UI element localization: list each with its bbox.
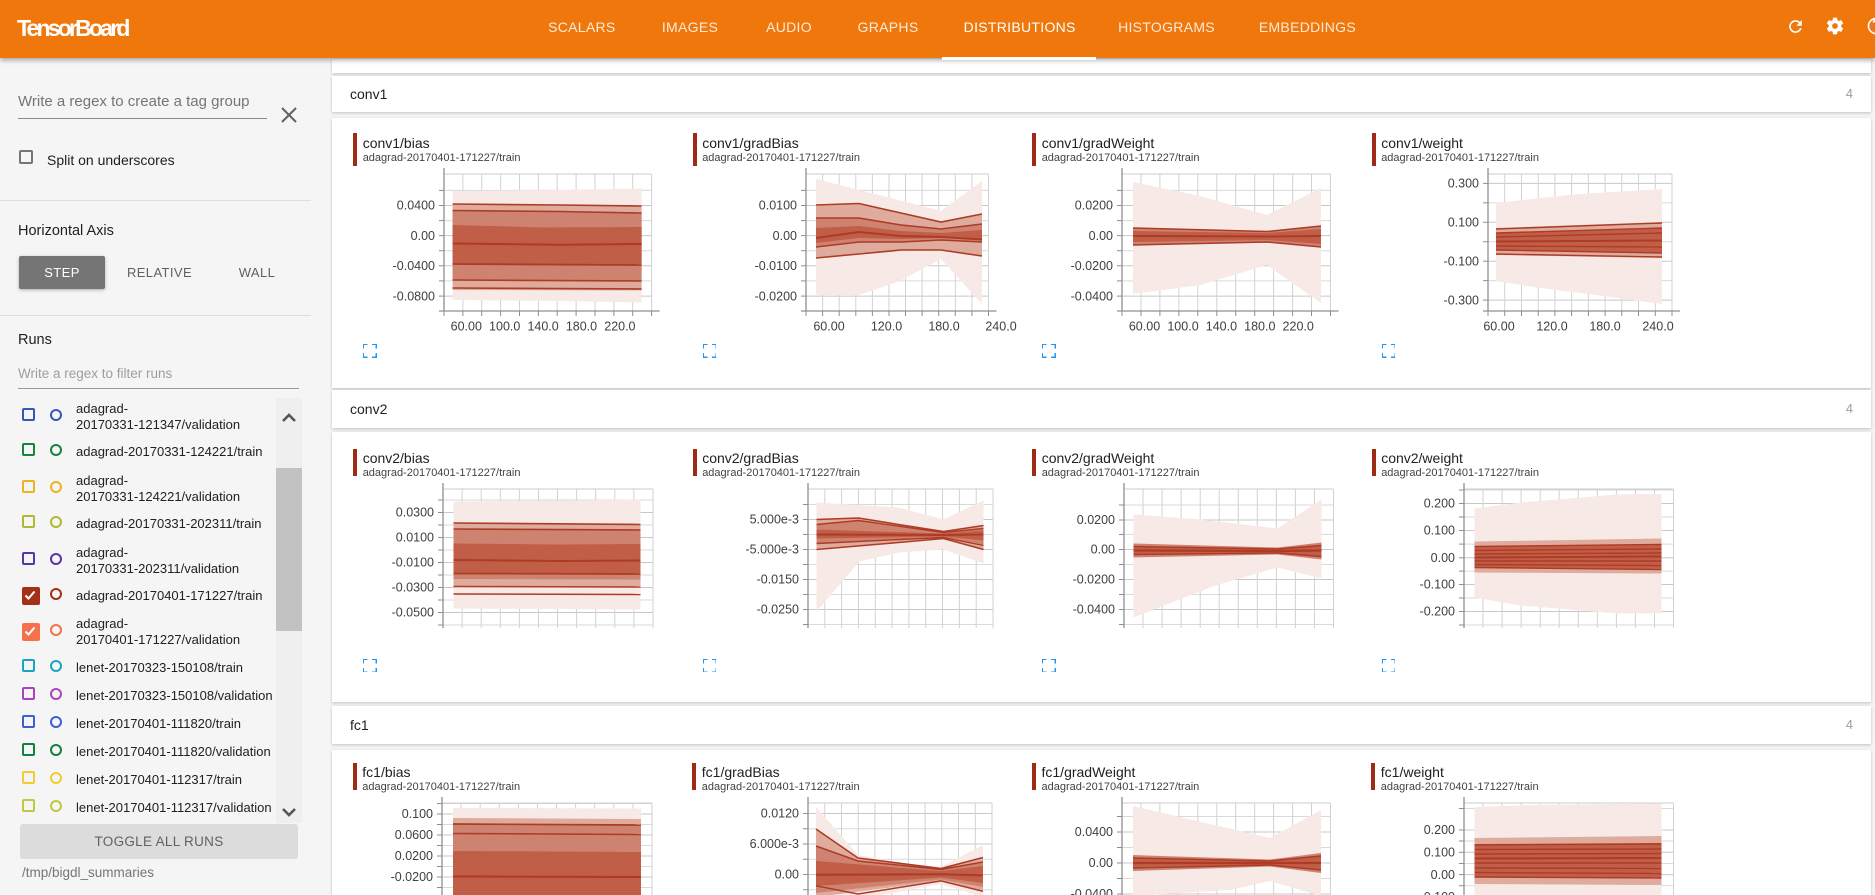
svg-text:0.0300: 0.0300 — [395, 505, 433, 519]
svg-text:0.00: 0.00 — [1430, 551, 1454, 565]
svg-text:120.0: 120.0 — [871, 320, 902, 334]
svg-text:60.00: 60.00 — [451, 319, 482, 333]
svg-text:0.0600: 0.0600 — [395, 828, 433, 842]
svg-text:-0.0250: -0.0250 — [756, 602, 798, 616]
svg-text:-0.0500: -0.0500 — [391, 605, 433, 619]
svg-text:-0.0400: -0.0400 — [1071, 289, 1113, 303]
svg-text:60.00: 60.00 — [1483, 320, 1514, 334]
svg-text:0.100: 0.100 — [1423, 846, 1454, 860]
svg-text:-0.200: -0.200 — [1419, 604, 1454, 618]
svg-text:0.0200: 0.0200 — [1076, 513, 1114, 527]
svg-text:-0.0200: -0.0200 — [1071, 259, 1113, 273]
svg-text:100.0: 100.0 — [489, 319, 520, 333]
svg-text:-0.0300: -0.0300 — [391, 580, 433, 594]
svg-text:0.00: 0.00 — [1090, 542, 1114, 556]
svg-text:-0.0200: -0.0200 — [1072, 572, 1114, 586]
svg-text:240.0: 240.0 — [985, 320, 1016, 334]
svg-text:-0.0100: -0.0100 — [391, 555, 433, 569]
svg-text:0.0200: 0.0200 — [1075, 199, 1113, 213]
svg-text:180.0: 180.0 — [566, 319, 597, 333]
svg-text:60.00: 60.00 — [813, 320, 844, 334]
svg-text:0.200: 0.200 — [1423, 823, 1454, 837]
svg-text:-0.0100: -0.0100 — [755, 259, 797, 273]
svg-text:5.000e-3: 5.000e-3 — [749, 512, 798, 526]
svg-text:180.0: 180.0 — [1244, 320, 1275, 334]
svg-text:0.100: 0.100 — [1448, 216, 1479, 230]
svg-text:-0.0800: -0.0800 — [393, 289, 435, 303]
svg-text:0.00: 0.00 — [1089, 856, 1113, 870]
svg-text:-5.000e-3: -5.000e-3 — [745, 542, 799, 556]
svg-text:-0.0400: -0.0400 — [1071, 887, 1113, 895]
svg-text:0.00: 0.00 — [773, 229, 797, 243]
svg-text:140.0: 140.0 — [528, 319, 559, 333]
svg-text:-0.100: -0.100 — [1419, 890, 1454, 895]
svg-text:6.000e-3: 6.000e-3 — [750, 837, 799, 851]
svg-text:0.100: 0.100 — [402, 807, 433, 821]
svg-text:120.0: 120.0 — [1536, 320, 1567, 334]
svg-text:-0.100: -0.100 — [1444, 254, 1479, 268]
svg-text:0.100: 0.100 — [1423, 523, 1454, 537]
svg-text:220.0: 220.0 — [605, 319, 636, 333]
svg-text:0.00: 0.00 — [411, 229, 435, 243]
svg-text:0.0100: 0.0100 — [395, 530, 433, 544]
svg-text:0.0400: 0.0400 — [1075, 825, 1113, 839]
svg-text:0.0120: 0.0120 — [761, 807, 799, 821]
svg-text:-0.100: -0.100 — [1419, 577, 1454, 591]
svg-text:0.300: 0.300 — [1448, 177, 1479, 191]
svg-text:-0.0400: -0.0400 — [393, 259, 435, 273]
svg-text:240.0: 240.0 — [1642, 320, 1673, 334]
svg-text:-0.300: -0.300 — [1444, 293, 1479, 307]
svg-text:-0.0200: -0.0200 — [391, 870, 433, 884]
svg-text:-0.0200: -0.0200 — [755, 289, 797, 303]
svg-text:-0.0150: -0.0150 — [756, 572, 798, 586]
svg-text:60.00: 60.00 — [1129, 320, 1160, 334]
svg-text:220.0: 220.0 — [1283, 320, 1314, 334]
svg-text:180.0: 180.0 — [928, 320, 959, 334]
svg-text:0.00: 0.00 — [775, 868, 799, 882]
svg-text:0.200: 0.200 — [1423, 496, 1454, 510]
svg-text:100.0: 100.0 — [1167, 320, 1198, 334]
svg-text:0.00: 0.00 — [1430, 868, 1454, 882]
svg-text:0.0200: 0.0200 — [395, 849, 433, 863]
svg-text:-0.0400: -0.0400 — [1072, 602, 1114, 616]
svg-text:180.0: 180.0 — [1589, 320, 1620, 334]
svg-text:0.0400: 0.0400 — [397, 199, 435, 213]
svg-text:140.0: 140.0 — [1206, 320, 1237, 334]
svg-text:0.0100: 0.0100 — [759, 199, 797, 213]
svg-text:0.00: 0.00 — [1089, 229, 1113, 243]
